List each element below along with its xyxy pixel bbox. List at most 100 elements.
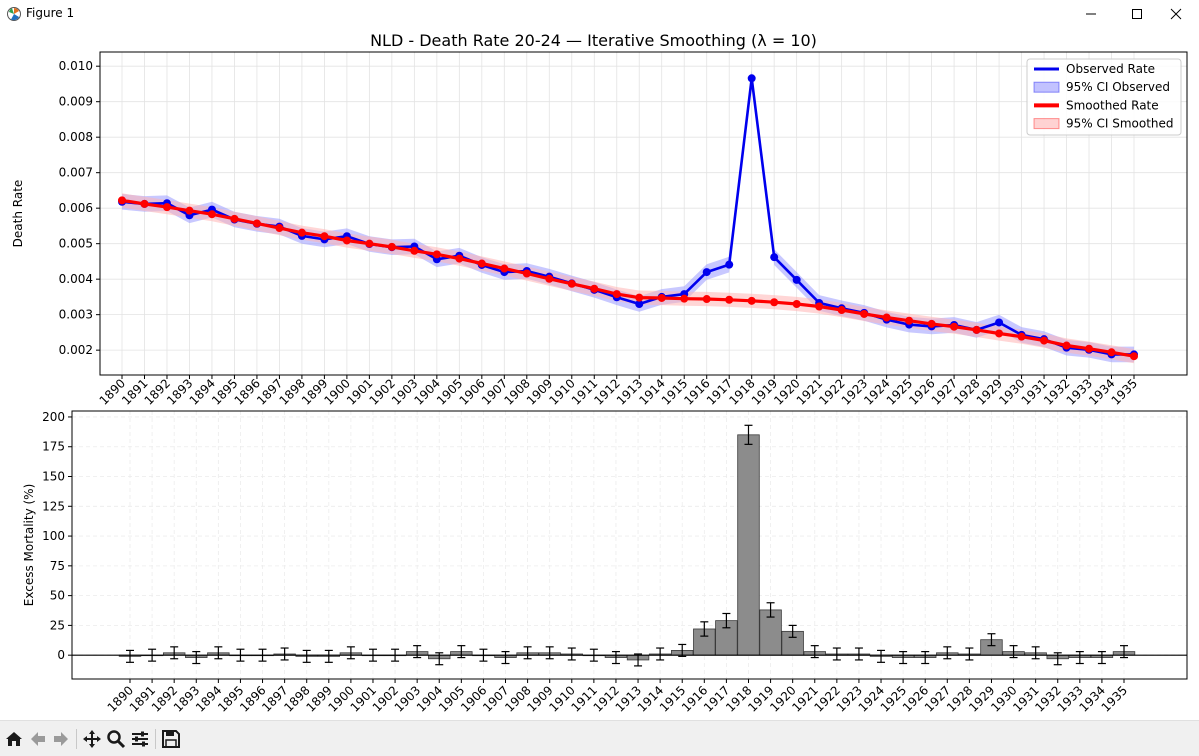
- y-tick-label: 0.004: [59, 272, 93, 286]
- y-tick-label: 200: [42, 410, 65, 424]
- ci-smoothed-band: [122, 193, 1134, 364]
- zoom-icon: [107, 730, 126, 749]
- y-tick-label: 0.006: [59, 201, 93, 215]
- back-button[interactable]: [27, 728, 49, 750]
- y-axis-label: Death Rate: [11, 180, 25, 248]
- smoothed-point: [162, 203, 171, 212]
- smoothed-point: [1017, 332, 1026, 341]
- excess-bar: [737, 434, 760, 656]
- smoothed-point: [207, 210, 216, 219]
- smoothed-point: [995, 329, 1004, 338]
- smoothed-point: [590, 284, 599, 293]
- x-tick-label: 1935: [1109, 376, 1140, 407]
- legend-label: 95% CI Smoothed: [1066, 117, 1174, 131]
- y-tick-label: 175: [42, 440, 65, 454]
- home-icon: [6, 732, 22, 746]
- window-title: Figure 1: [26, 6, 75, 20]
- smoothed-point: [1107, 348, 1116, 357]
- matplotlib-app-icon: [7, 7, 21, 21]
- smoothed-point: [500, 264, 509, 273]
- observed-point: [635, 300, 644, 309]
- smoothed-point: [387, 242, 396, 251]
- figure-canvas[interactable]: 0.002 0.003 0.004 0.005 0.006 0.007 0.008 0.009…: [0, 28, 1199, 720]
- smoothed-point: [657, 293, 666, 302]
- smoothed-point: [1130, 352, 1138, 361]
- smoothed-point: [118, 196, 126, 205]
- smoothed-point: [725, 295, 734, 304]
- smoothed-point: [432, 250, 441, 259]
- legend-patch-swatch: [1033, 118, 1060, 130]
- smoothed-point: [792, 300, 801, 309]
- close-icon: [1170, 8, 1182, 20]
- y-tick-label: 0.002: [59, 343, 93, 357]
- y-tick-label: 0: [57, 648, 65, 662]
- zoom-button[interactable]: [105, 728, 127, 750]
- axes-frame-bottom: [71, 410, 1188, 680]
- legend-patch-swatch: [1033, 81, 1060, 93]
- smoothed-point: [140, 199, 149, 208]
- smoothed-point: [972, 325, 981, 334]
- smoothed-point: [950, 322, 959, 331]
- back-arrow-icon: [31, 732, 45, 746]
- smoothed-point: [815, 302, 824, 311]
- x-tick-label: 1935: [1099, 683, 1130, 714]
- y-tick-label: 0.010: [59, 59, 93, 73]
- smoothed-rate-line: [121, 198, 1135, 358]
- legend-label: Observed Rate: [1066, 62, 1155, 76]
- ci-observed-band: [122, 70, 1134, 363]
- maximize-button[interactable]: [1114, 0, 1160, 28]
- pan-button[interactable]: [81, 728, 103, 750]
- y-tick-label: 50: [50, 589, 65, 603]
- home-button[interactable]: [3, 728, 25, 750]
- legend-label: 95% CI Observed: [1066, 80, 1170, 94]
- smoothed-point: [410, 246, 419, 255]
- pan-icon: [83, 730, 101, 748]
- observed-point: [725, 260, 734, 269]
- smoothed-point: [1040, 336, 1049, 345]
- smoothed-point: [230, 214, 239, 223]
- chart-title: NLD - Death Rate 20-24 — Iterative Smoot…: [370, 31, 817, 50]
- forward-button[interactable]: [50, 728, 72, 750]
- y-tick-label: 150: [42, 470, 65, 484]
- smoothed-point: [567, 279, 576, 288]
- figure-svg: 0.002 0.003 0.004 0.005 0.006 0.007 0.008 0.009…: [11, 31, 1188, 715]
- legend-label: Smoothed Rate: [1066, 98, 1159, 112]
- maximize-icon: [1132, 9, 1142, 19]
- y-axis-label: Excess Mortality (%): [22, 484, 36, 607]
- smoothed-point: [522, 269, 531, 278]
- observed-point: [995, 318, 1004, 327]
- configure-subplots-icon: [132, 731, 148, 747]
- smoothed-point: [455, 254, 464, 263]
- smoothed-point: [1062, 341, 1071, 350]
- smoothed-point: [252, 219, 261, 228]
- navigation-toolbar: [0, 720, 1199, 756]
- configure-subplots-button[interactable]: [129, 728, 151, 750]
- y-tick-label: 0.007: [59, 166, 93, 180]
- smoothed-point: [927, 319, 936, 328]
- smoothed-point: [477, 259, 486, 268]
- minimize-button[interactable]: [1068, 0, 1114, 28]
- y-tick-label: 75: [50, 559, 65, 573]
- y-tick-label: 100: [42, 529, 65, 543]
- observed-point: [770, 253, 779, 262]
- minimize-icon: [1086, 13, 1096, 15]
- smoothed-point: [747, 296, 756, 305]
- smoothed-point: [612, 290, 621, 299]
- observed-point: [702, 268, 711, 277]
- y-tick-label: 0.009: [59, 95, 93, 109]
- smoothed-point: [342, 236, 351, 245]
- y-tick-label: 25: [50, 618, 65, 632]
- smoothed-point: [680, 294, 689, 303]
- axes-frame-top: [99, 51, 1188, 376]
- smoothed-point: [297, 228, 306, 237]
- smoothed-point: [635, 293, 644, 302]
- y-tick-label: 0.003: [59, 308, 93, 322]
- toolbar-separator: [76, 729, 77, 749]
- y-tick-label: 0.008: [59, 130, 93, 144]
- smoothed-point: [860, 309, 869, 318]
- save-button[interactable]: [160, 728, 182, 750]
- toolbar-separator: [155, 729, 156, 749]
- forward-arrow-icon: [54, 732, 68, 746]
- close-button[interactable]: [1153, 0, 1199, 28]
- save-icon: [162, 730, 180, 748]
